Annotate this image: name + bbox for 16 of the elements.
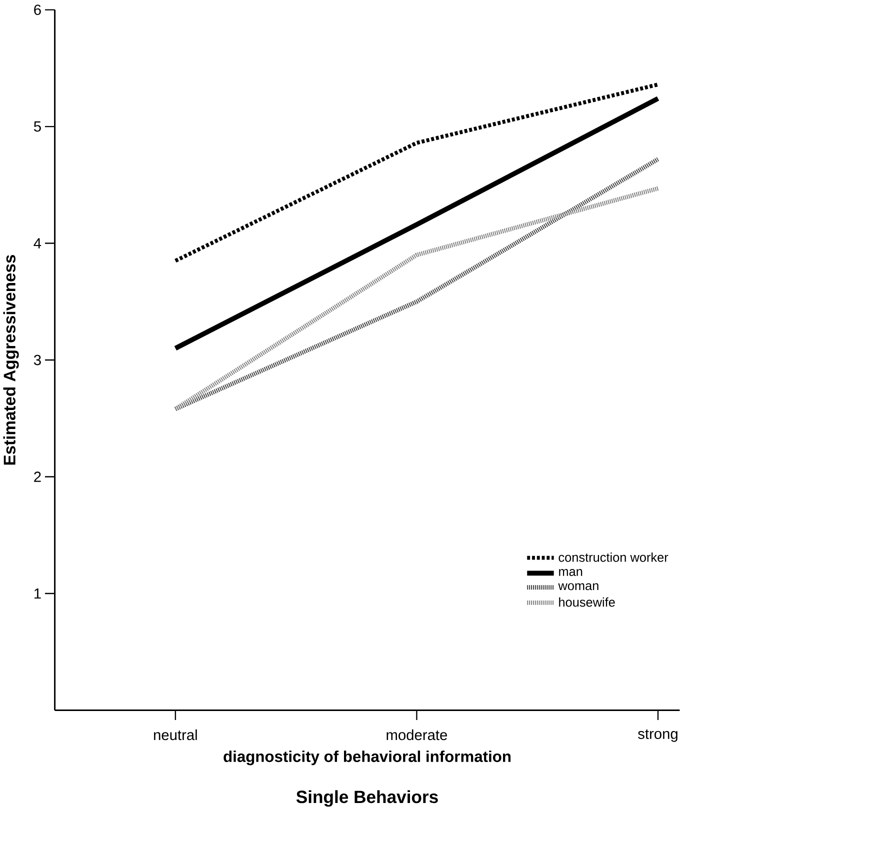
y-tick-label: 4 (34, 238, 42, 248)
legend-label: housewife (559, 597, 615, 606)
legend-label: woman (558, 582, 598, 590)
text: Single Behaviors (296, 790, 438, 806)
y-tick-label: 3 (34, 354, 41, 365)
y-tick-label: 6 (34, 4, 41, 15)
x-tick-label: neutral (154, 729, 197, 740)
y-axis-title: Estimated Aggressiveness (3, 254, 19, 464)
x-tick-label: moderate (386, 729, 448, 740)
legend-label: man (559, 568, 582, 576)
y-tick-label: 2 (34, 471, 41, 482)
y-tick-label: 5 (34, 121, 41, 132)
x-axis-title: diagnosticity of behavioral information (224, 750, 511, 765)
x-tick-label: strong (638, 729, 678, 742)
legend-label: construction worker (558, 552, 668, 562)
y-tick-label: 1 (34, 588, 41, 598)
